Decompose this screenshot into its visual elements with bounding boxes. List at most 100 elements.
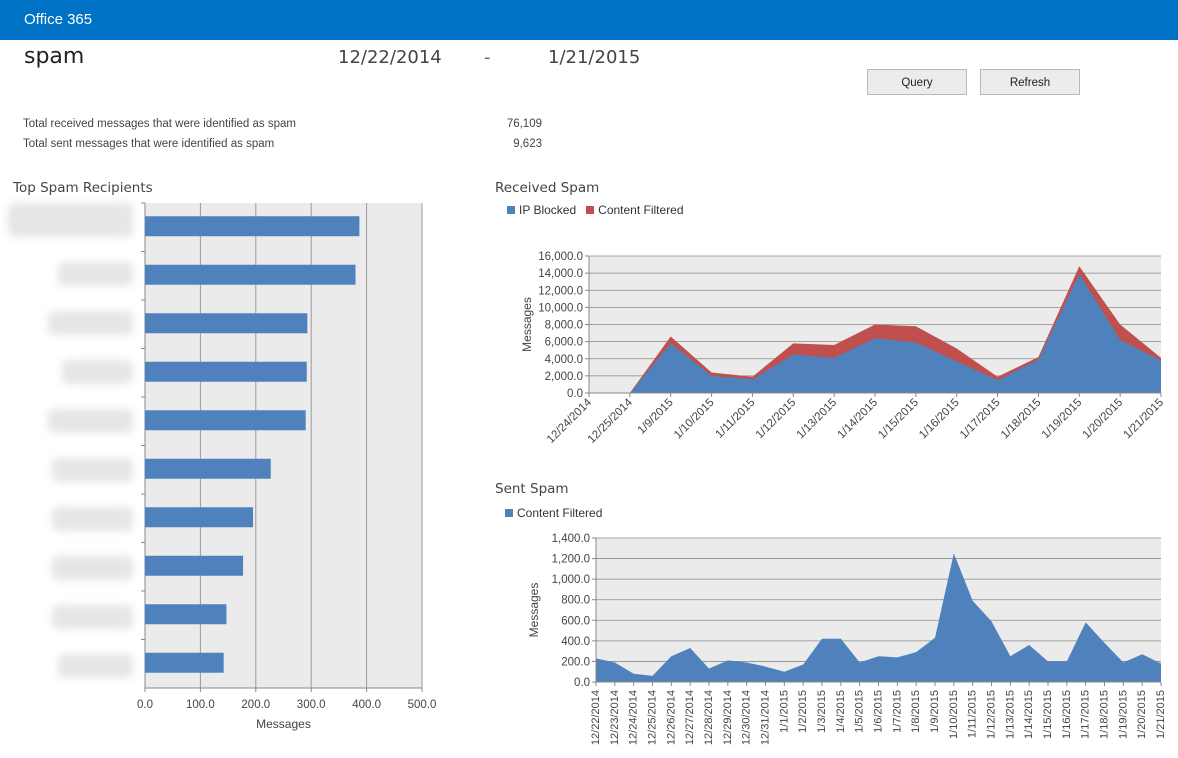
received-spam-legend: IP Blocked Content Filtered xyxy=(507,203,684,217)
x-tick-label: 1/21/2015 xyxy=(1121,397,1166,442)
stat-sent-value: 9,623 xyxy=(513,138,542,150)
legend-ip-blocked: IP Blocked xyxy=(507,203,576,217)
series-area-content-filtered xyxy=(589,266,1161,393)
stat-sent-label: Total sent messages that were identified… xyxy=(23,138,275,150)
x-tick-label: 1/3/2015 xyxy=(816,690,828,733)
x-tick-label: 1/19/2015 xyxy=(1040,397,1085,442)
x-tick-label: 1/17/2015 xyxy=(958,397,1003,442)
recipient-bar xyxy=(145,313,308,334)
x-tick-label: 12/30/2014 xyxy=(741,690,753,745)
sent-spam-title: Sent Spam xyxy=(495,481,569,497)
y-tick-label: 2,000.0 xyxy=(545,371,583,383)
recipient-bar xyxy=(145,507,254,528)
y-tick-label: 14,000.0 xyxy=(538,268,583,280)
sent-spam-chart: 0.0 200.0 400.0 600.0 800.0 1,000.0 1,200.0 1,4… xyxy=(527,533,1167,745)
x-tick-label: 1/14/2015 xyxy=(1023,690,1035,739)
x-tick-label: 1/7/2015 xyxy=(891,690,903,733)
y-tick-label: 1,400.0 xyxy=(552,533,590,545)
bar-x-tick-label: 200.0 xyxy=(241,699,270,711)
x-tick-label: 1/15/2015 xyxy=(876,397,921,442)
recipient-bar xyxy=(145,652,224,673)
legend-content-filtered: Content Filtered xyxy=(586,203,684,217)
received-spam-chart: 0.0 2,000.0 4,000.0 6,000.0 8,000.0 10,000.0 1… xyxy=(520,251,1166,446)
bar-x-axis-title: Messages xyxy=(256,717,311,731)
recipient-label-9 xyxy=(52,605,133,629)
recipient-bar xyxy=(145,264,356,285)
y-axis-title: Messages xyxy=(527,583,541,638)
x-tick-label: 1/8/2015 xyxy=(910,690,922,733)
x-tick-label: 1/13/2015 xyxy=(1004,690,1016,739)
x-tick-label: 12/29/2014 xyxy=(722,690,734,745)
end-date[interactable]: 1/21/2015 xyxy=(548,47,641,68)
brand-label[interactable]: Office 365 xyxy=(24,11,93,28)
x-tick-label: 12/22/2014 xyxy=(590,690,602,745)
x-tick-label: 1/2/2015 xyxy=(797,690,809,733)
x-tick-label: 1/9/2015 xyxy=(929,690,941,733)
y-tick-label: 0.0 xyxy=(574,677,590,689)
legend-sent-content-filtered-label: Content Filtered xyxy=(517,506,603,520)
series-area-ip-blocked xyxy=(589,273,1161,393)
page-title: spam xyxy=(24,44,85,69)
x-tick-label: 1/13/2015 xyxy=(795,397,840,442)
x-tick-label: 1/12/2015 xyxy=(754,397,799,442)
recipient-label-6 xyxy=(52,458,133,482)
legend-sent-content-filtered: Content Filtered xyxy=(505,506,602,520)
x-tick-label: 12/27/2014 xyxy=(684,690,696,745)
y-tick-label: 200.0 xyxy=(561,656,590,668)
recipient-label-7 xyxy=(52,507,133,531)
start-date[interactable]: 12/22/2014 xyxy=(338,47,442,68)
recipient-bar xyxy=(145,555,244,576)
x-tick-label: 12/26/2014 xyxy=(665,690,677,745)
y-tick-label: 0.0 xyxy=(567,388,583,400)
x-tick-label: 12/31/2014 xyxy=(760,690,772,745)
x-tick-label: 1/19/2015 xyxy=(1117,690,1129,739)
y-tick-label: 1,200.0 xyxy=(552,554,590,566)
bar-x-tick-label: 500.0 xyxy=(408,699,437,711)
x-tick-label: 1/12/2015 xyxy=(986,690,998,739)
top-recipients-title: Top Spam Recipients xyxy=(13,180,153,196)
recipient-bar xyxy=(145,361,307,382)
y-tick-label: 12,000.0 xyxy=(538,285,583,297)
x-tick-label: 1/11/2015 xyxy=(713,397,757,441)
y-tick-label: 600.0 xyxy=(561,615,590,627)
x-tick-label: 1/5/2015 xyxy=(854,690,866,733)
y-tick-label: 800.0 xyxy=(561,595,590,607)
sent-spam-legend: Content Filtered xyxy=(505,506,602,520)
y-tick-label: 1,000.0 xyxy=(552,574,590,586)
y-axis-title: Messages xyxy=(520,297,534,352)
y-tick-label: 6,000.0 xyxy=(545,337,583,349)
x-tick-label: 1/11/2015 xyxy=(967,690,979,738)
y-tick-label: 8,000.0 xyxy=(545,320,583,332)
x-tick-label: 1/21/2015 xyxy=(1155,690,1167,739)
refresh-button[interactable]: Refresh xyxy=(980,69,1080,95)
recipient-bar xyxy=(145,604,227,625)
stat-received-label: Total received messages that were identi… xyxy=(23,118,296,130)
x-tick-label: 1/1/2015 xyxy=(778,690,790,733)
x-tick-label: 1/16/2015 xyxy=(917,397,962,442)
legend-content-filtered-label: Content Filtered xyxy=(598,203,684,217)
legend-ip-blocked-label: IP Blocked xyxy=(519,203,577,217)
x-tick-label: 1/15/2015 xyxy=(1042,690,1054,739)
recipient-bar xyxy=(145,410,306,431)
recipient-label-3 xyxy=(48,311,133,335)
query-button[interactable]: Query xyxy=(867,69,967,95)
x-tick-label: 1/4/2015 xyxy=(835,690,847,733)
bar-x-tick-label: 300.0 xyxy=(297,699,326,711)
x-tick-label: 1/9/2015 xyxy=(636,397,676,437)
bar-x-tick-label: 400.0 xyxy=(352,699,381,711)
legend-swatch-red xyxy=(586,206,595,214)
recipient-label-8 xyxy=(52,556,133,580)
recipient-bar xyxy=(145,458,271,479)
x-tick-label: 1/17/2015 xyxy=(1080,690,1092,739)
recipient-label-5 xyxy=(48,409,133,433)
x-tick-label: 1/18/2015 xyxy=(999,397,1044,442)
x-tick-label: 12/28/2014 xyxy=(703,690,715,745)
x-tick-label: 1/10/2015 xyxy=(672,397,717,442)
x-tick-label: 12/24/2014 xyxy=(628,690,640,745)
recipient-bar xyxy=(145,216,360,237)
y-tick-label: 10,000.0 xyxy=(538,302,583,314)
x-tick-label: 1/10/2015 xyxy=(948,690,960,739)
legend-swatch-blue-sent xyxy=(505,509,513,517)
stat-received-value: 76,109 xyxy=(506,118,542,130)
recipient-label-1 xyxy=(8,203,133,237)
